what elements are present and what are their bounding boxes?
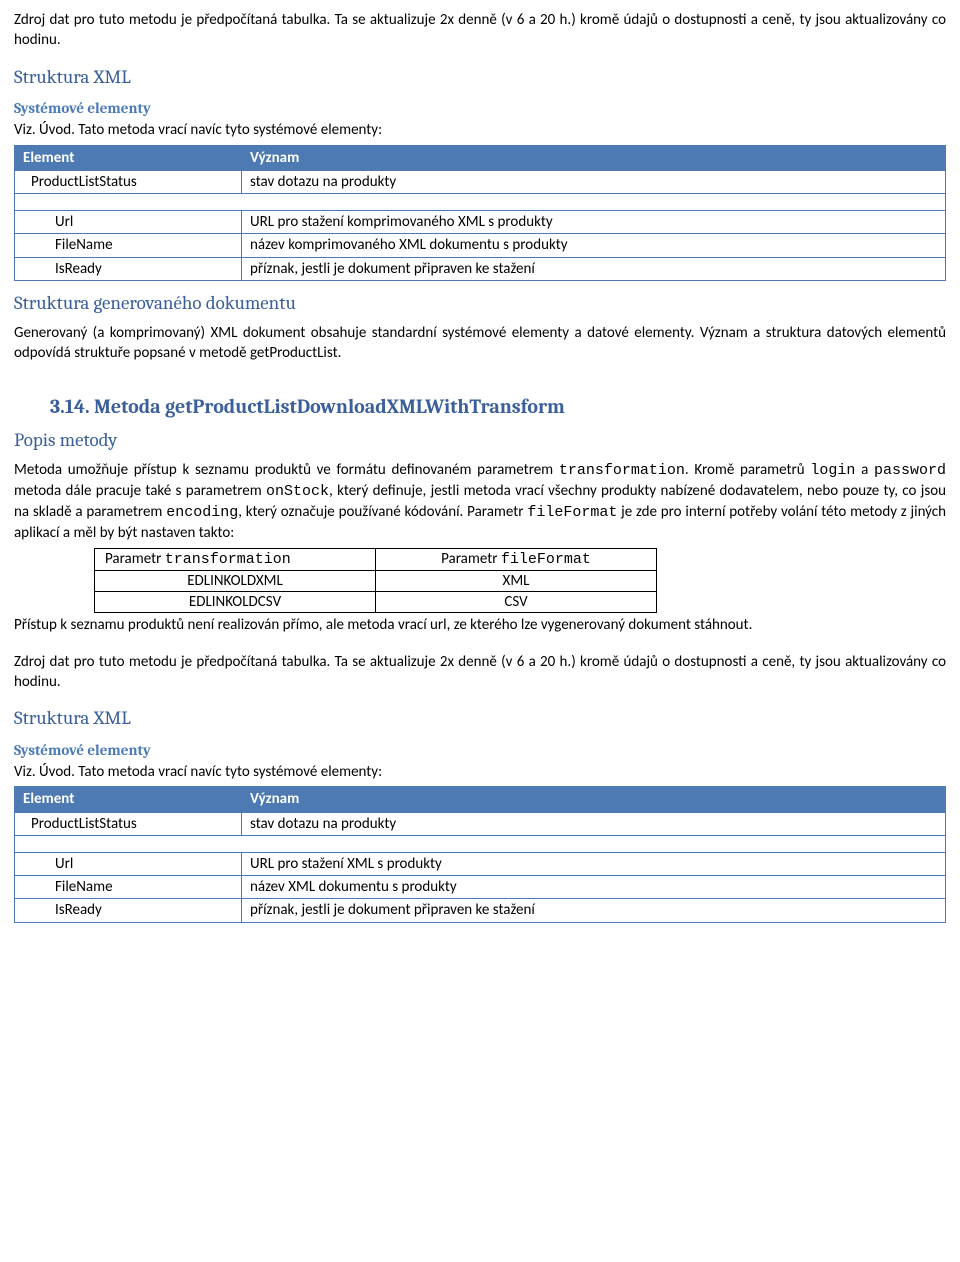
mono-fileformat: fileFormat [527,504,617,521]
heading-systemove-elementy-2: Systémové elementy [14,740,946,760]
param-th-2b: fileFormat [501,551,591,568]
cell-url-val-2: URL pro stažení XML s produkty [242,852,946,875]
cell-isready-2: IsReady [15,899,242,922]
heading-3-14: 3.14. Metoda getProductListDownloadXMLWi… [50,393,946,420]
mono-transformation: transformation [559,462,685,479]
viz-uvod-2: Viz. Úvod. Tato metoda vrací navíc tyto … [14,762,946,782]
param-r1c2: XML [376,570,657,591]
cell-productliststatus-val: stav dotazu na produkty [242,170,946,193]
cell-filename: FileName [15,234,242,257]
viz-uvod-1: Viz. Úvod. Tato metoda vrací navíc tyto … [14,120,946,140]
cell-url-val: URL pro stažení komprimovaného XML s pro… [242,211,946,234]
cell-isready-val-2: příznak, jestli je dokument připraven ke… [242,899,946,922]
mono-onstock: onStock [266,483,329,500]
param-th-1a: Parametr [105,550,165,568]
pristup-paragraph: Přístup k seznamu produktů není realizov… [14,615,946,635]
param-th-2: Parametr fileFormat [376,548,657,570]
param-r2c1: EDLINKOLDCSV [95,592,376,613]
cell-isready-val: příznak, jestli je dokument připraven ke… [242,257,946,280]
heading-struktura-xml-2: Struktura XML [14,706,946,732]
heading-systemove-elementy-1: Systémové elementy [14,98,946,118]
cell-isready: IsReady [15,257,242,280]
heading-struktura-xml-1: Struktura XML [14,65,946,91]
mono-login: login [810,462,855,479]
param-table: Parametr transformation Parametr fileFor… [94,548,657,614]
cell-productliststatus: ProductListStatus [15,170,242,193]
mono-password: password [874,462,946,479]
th-element: Element [15,145,242,170]
elements-table-1: Element Význam ProductListStatus stav do… [14,145,946,281]
th-meaning-2: Význam [242,787,946,812]
popis-seg-f: , který označuje používané kódování. Par… [238,503,527,521]
spacer-row-2 [15,835,946,852]
cell-url-2: Url [15,852,242,875]
heading-struktura-gen: Struktura generovaného dokumentu [14,291,946,317]
intro-paragraph-1: Zdroj dat pro tuto metodu je předpočítan… [14,10,946,51]
cell-url: Url [15,211,242,234]
cell-filename-2: FileName [15,876,242,899]
mono-encoding: encoding [166,504,238,521]
popis-seg-b: . Kromě parametrů [685,461,810,479]
th-meaning: Význam [242,145,946,170]
cell-productliststatus-2: ProductListStatus [15,812,242,835]
th-element-2: Element [15,787,242,812]
cell-filename-val: název komprimovaného XML dokumentu s pro… [242,234,946,257]
cell-productliststatus-val-2: stav dotazu na produkty [242,812,946,835]
param-th-1b: transformation [165,551,291,568]
spacer-row [15,194,946,211]
heading-popis-metody: Popis metody [14,428,946,454]
param-th-1: Parametr transformation [95,548,376,570]
intro-paragraph-2: Zdroj dat pro tuto metodu je předpočítan… [14,652,946,693]
elements-table-2: Element Význam ProductListStatus stav do… [14,786,946,922]
param-r2c2: CSV [376,592,657,613]
popis-seg-d: metoda dále pracuje také s parametrem [14,482,266,500]
popis-paragraph: Metoda umožňuje přístup k seznamu produk… [14,460,946,544]
popis-seg-c: a [855,461,874,479]
popis-seg-a: Metoda umožňuje přístup k seznamu produk… [14,461,559,479]
cell-filename-val-2: název XML dokumentu s produkty [242,876,946,899]
gen-text: Generovaný (a komprimovaný) XML dokument… [14,323,946,364]
param-r1c1: EDLINKOLDXML [95,570,376,591]
param-th-2a: Parametr [441,550,501,568]
